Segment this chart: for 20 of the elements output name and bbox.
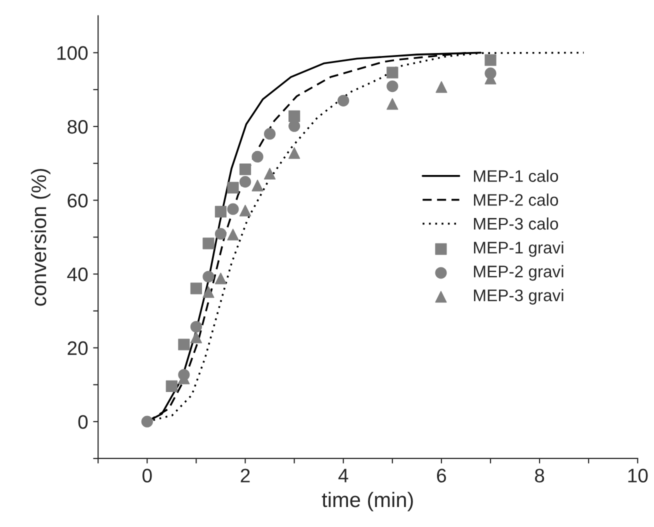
x-tick-label: 10 [628,468,648,482]
x-tick-label: 2 [240,468,250,482]
y-tick-label: 20 [68,341,88,356]
legend-label: MEP-1 calo [474,170,558,182]
y-tick-label: 60 [68,194,88,208]
x-tick-label: 6 [437,468,446,482]
legend-label: MEP-2 gravi [474,265,564,281]
x-tick-label: 8 [534,468,544,482]
legend-label: MEP-1 gravi [474,241,564,257]
legend-label: MEP-2 calo [474,194,558,206]
x-axis-title: time (min) [322,492,413,512]
x-tick-label: 4 [338,468,348,482]
y-tick-label: 0 [78,415,88,429]
y-tick-label: 80 [68,120,88,134]
y-tick-label: 40 [67,268,88,282]
legend-label: MEP-3 gravi [474,289,564,305]
y-tick-label: 100 [57,46,88,60]
x-tick-label: 0 [142,468,152,482]
legend-label: MEP-3 calo [474,217,558,230]
y-axis-title: conversion (%) [30,168,50,306]
